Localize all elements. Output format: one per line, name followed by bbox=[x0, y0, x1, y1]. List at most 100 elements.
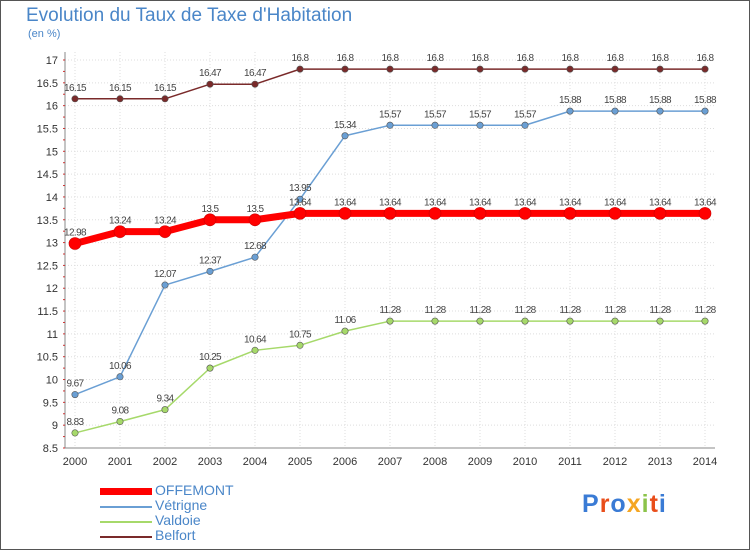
x-tick-label: 2014 bbox=[693, 456, 717, 468]
data-label-offemont: 13.5 bbox=[246, 204, 264, 215]
chart-title: Evolution du Taux de Taxe d'Habitation bbox=[26, 5, 353, 26]
data-point-belfort bbox=[566, 65, 574, 73]
data-label-offemont: 13.64 bbox=[289, 197, 312, 208]
legend-swatch-offemont bbox=[100, 488, 152, 495]
data-label-vetrigne: 12.68 bbox=[244, 241, 267, 252]
y-tick-label: 9 bbox=[52, 420, 58, 432]
data-label-belfort: 16.8 bbox=[651, 53, 669, 64]
data-point-belfort bbox=[206, 80, 214, 88]
data-point-belfort bbox=[386, 65, 394, 73]
data-label-vetrigne: 15.57 bbox=[469, 109, 492, 120]
data-label-vetrigne: 15.34 bbox=[334, 120, 357, 131]
legend-swatch-belfort bbox=[100, 536, 152, 538]
legend-label-vetrigne: Vétrigne bbox=[155, 497, 208, 513]
data-label-valdoie: 10.64 bbox=[244, 334, 267, 345]
data-point-belfort bbox=[701, 65, 709, 73]
y-tick-label: 10.5 bbox=[37, 352, 58, 364]
x-tick-label: 2000 bbox=[63, 456, 87, 468]
y-tick-label: 11.5 bbox=[37, 306, 58, 318]
data-point-valdoie bbox=[161, 406, 169, 414]
data-label-belfort: 16.47 bbox=[199, 68, 222, 79]
data-point-vetrigne bbox=[521, 121, 529, 129]
data-label-vetrigne: 15.88 bbox=[604, 95, 627, 106]
data-point-belfort bbox=[476, 65, 484, 73]
data-point-valdoie bbox=[386, 317, 394, 325]
data-label-valdoie: 9.34 bbox=[156, 394, 174, 405]
y-tick-label: 15.5 bbox=[37, 123, 58, 135]
logo-letter: t bbox=[649, 490, 659, 518]
data-label-vetrigne: 13.95 bbox=[289, 183, 312, 194]
data-point-valdoie bbox=[656, 317, 664, 325]
data-point-vetrigne bbox=[71, 391, 79, 399]
data-label-belfort: 16.8 bbox=[336, 53, 354, 64]
data-label-valdoie: 11.28 bbox=[514, 305, 536, 316]
x-tick-label: 2001 bbox=[108, 456, 132, 468]
data-point-belfort bbox=[611, 65, 619, 73]
data-point-valdoie bbox=[296, 341, 304, 349]
data-label-vetrigne: 15.88 bbox=[694, 95, 717, 106]
data-label-vetrigne: 9.67 bbox=[66, 379, 84, 390]
data-point-offemont bbox=[428, 207, 442, 220]
data-label-offemont: 13.64 bbox=[694, 197, 717, 208]
y-tick-label: 16 bbox=[46, 101, 58, 113]
data-point-vetrigne bbox=[251, 253, 259, 261]
x-tick-label: 2002 bbox=[153, 456, 177, 468]
data-label-offemont: 12.98 bbox=[64, 228, 87, 239]
data-point-vetrigne bbox=[566, 107, 574, 115]
data-label-belfort: 16.8 bbox=[696, 53, 714, 64]
data-point-offemont bbox=[608, 207, 622, 220]
data-label-valdoie: 11.28 bbox=[649, 305, 671, 316]
y-tick-label: 14.5 bbox=[37, 169, 58, 181]
data-point-offemont bbox=[203, 213, 217, 227]
data-point-valdoie bbox=[341, 327, 349, 335]
x-tick-label: 2009 bbox=[468, 456, 492, 468]
data-point-vetrigne bbox=[386, 121, 394, 129]
data-point-valdoie bbox=[476, 317, 484, 325]
data-point-vetrigne bbox=[206, 267, 214, 275]
data-point-vetrigne bbox=[656, 107, 664, 115]
data-label-vetrigne: 10.06 bbox=[109, 361, 132, 372]
data-point-valdoie bbox=[521, 317, 529, 325]
x-tick-label: 2004 bbox=[243, 456, 267, 468]
data-label-vetrigne: 15.57 bbox=[424, 109, 447, 120]
data-label-vetrigne: 12.37 bbox=[199, 255, 222, 266]
y-tick-label: 14 bbox=[46, 192, 58, 204]
data-point-valdoie bbox=[206, 364, 214, 372]
logo-letter: i bbox=[658, 490, 667, 518]
logo-letter: r bbox=[599, 490, 611, 518]
data-point-valdoie bbox=[701, 317, 709, 325]
x-tick-label: 2013 bbox=[648, 456, 672, 468]
y-tick-label: 8.5 bbox=[43, 443, 58, 455]
data-label-vetrigne: 15.88 bbox=[649, 95, 672, 106]
x-tick-label: 2010 bbox=[513, 456, 537, 468]
legend-label-valdoie: Valdoie bbox=[155, 512, 201, 528]
data-point-vetrigne bbox=[476, 121, 484, 129]
data-point-belfort bbox=[161, 95, 169, 103]
data-label-valdoie: 9.08 bbox=[111, 406, 129, 417]
data-point-belfort bbox=[656, 65, 664, 73]
data-label-valdoie: 11.28 bbox=[559, 305, 581, 316]
data-point-offemont bbox=[563, 207, 577, 220]
data-label-offemont: 13.64 bbox=[559, 197, 582, 208]
logo-letter: P bbox=[582, 490, 600, 518]
data-label-valdoie: 8.83 bbox=[66, 417, 84, 428]
data-point-valdoie bbox=[251, 346, 259, 354]
data-point-offemont bbox=[473, 207, 487, 220]
data-label-valdoie: 11.06 bbox=[334, 315, 356, 326]
data-point-belfort bbox=[116, 95, 124, 103]
data-point-valdoie bbox=[116, 418, 124, 426]
logo-letter: o bbox=[610, 490, 627, 518]
data-point-offemont bbox=[158, 225, 172, 238]
data-label-valdoie: 11.28 bbox=[424, 305, 446, 316]
data-label-belfort: 16.15 bbox=[109, 83, 132, 94]
data-label-valdoie: 11.28 bbox=[694, 305, 716, 316]
y-tick-label: 10 bbox=[46, 375, 58, 387]
data-point-vetrigne bbox=[341, 132, 349, 140]
data-point-vetrigne bbox=[296, 195, 304, 203]
data-label-belfort: 16.8 bbox=[606, 53, 624, 64]
data-point-offemont bbox=[338, 207, 352, 220]
y-tick-label: 9.5 bbox=[43, 397, 58, 409]
data-point-valdoie bbox=[611, 317, 619, 325]
data-label-belfort: 16.8 bbox=[516, 53, 534, 64]
